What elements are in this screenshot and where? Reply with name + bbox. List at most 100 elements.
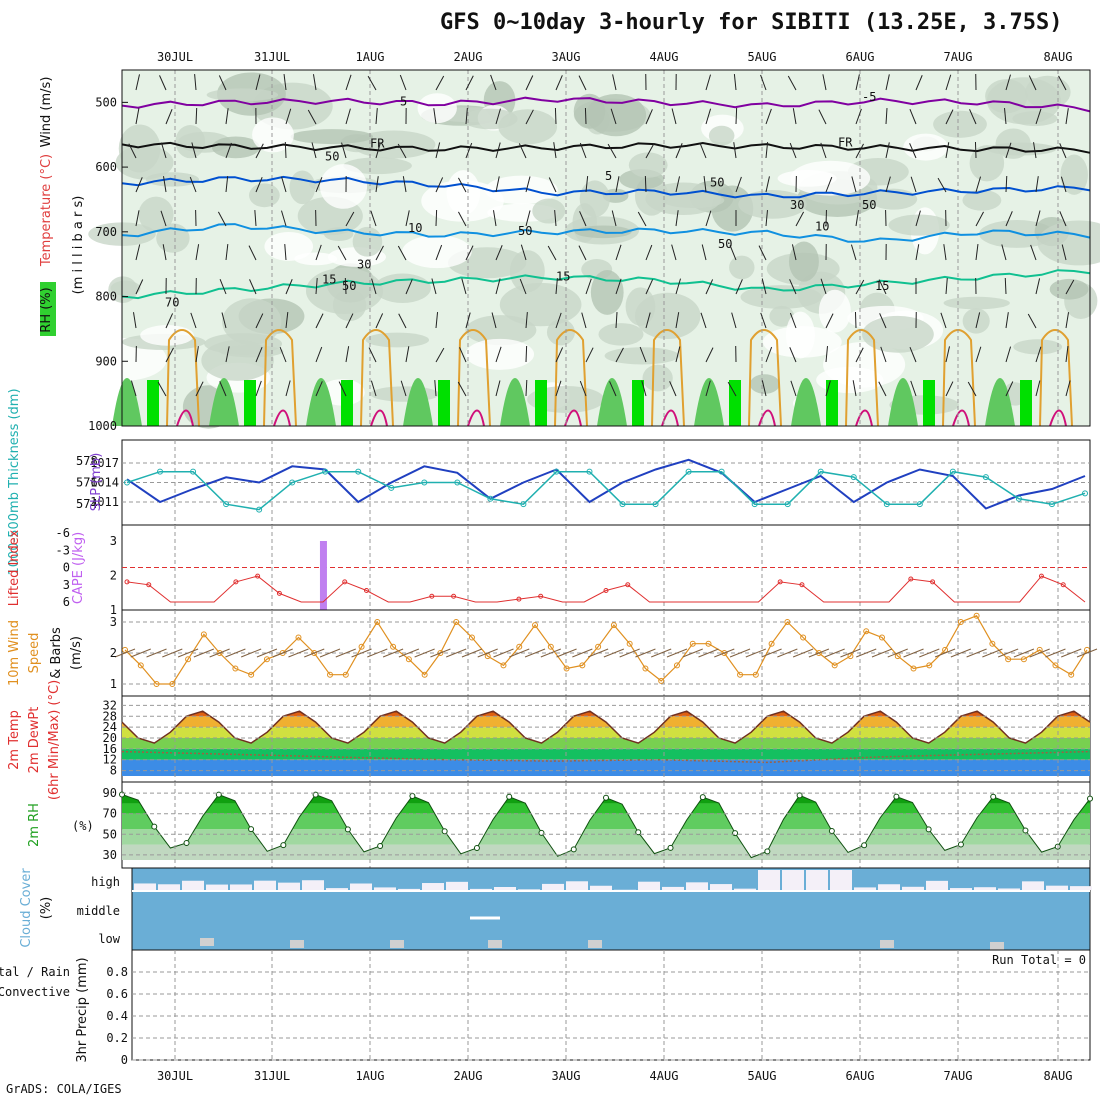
surface-wind-barb <box>335 648 356 658</box>
wind-barb <box>1065 312 1070 329</box>
temp-tick: 20 <box>103 731 117 745</box>
rh-core <box>923 380 935 426</box>
top-date-label: 31JUL <box>254 50 290 64</box>
rh-point <box>990 793 997 800</box>
thickness-point <box>586 468 593 475</box>
rh-blob <box>788 241 819 282</box>
rh-point <box>861 842 868 849</box>
rh-blob <box>402 235 472 269</box>
wind-barb <box>825 176 833 193</box>
thickness-point <box>355 468 362 475</box>
high-cloud-gap <box>926 880 948 890</box>
temperature-axis-label: Temperature (°C) <box>39 154 54 267</box>
high-cloud-gap <box>254 880 276 890</box>
wind-barb <box>135 177 143 193</box>
wind-barb <box>402 176 407 193</box>
thickness-point <box>1048 501 1055 508</box>
wind-barb <box>733 74 737 91</box>
wind-barb <box>760 312 767 329</box>
high-cloud-gap <box>374 887 396 890</box>
wind-barb <box>915 210 921 227</box>
isotherm-15 <box>121 269 1091 300</box>
wind-barb <box>1035 210 1041 227</box>
wind-barb <box>525 379 528 397</box>
high-cloud-gap <box>398 888 420 890</box>
high-cloud-gap <box>782 870 804 890</box>
wind-barb <box>371 278 377 295</box>
wind-barb <box>761 380 767 397</box>
surface-wind-barb <box>729 648 751 658</box>
thickness-point <box>190 468 197 475</box>
wind-barb <box>554 107 557 125</box>
high-cloud-gap <box>854 887 876 890</box>
isotherm-FR <box>121 141 1091 154</box>
thickness-point <box>421 479 428 486</box>
wind-barb <box>852 380 857 397</box>
wind-barb <box>975 211 984 227</box>
rh-tick: 70 <box>103 807 117 821</box>
wind-barb <box>338 381 347 397</box>
surface-wind-barb <box>682 648 703 658</box>
temp-tick: 32 <box>103 698 117 712</box>
wind-barb <box>191 142 197 159</box>
rh-blob <box>374 273 431 303</box>
wind-barb <box>493 210 497 227</box>
rh-core <box>826 380 838 426</box>
contour-label-rh: 50 <box>518 224 532 238</box>
wind-barb <box>584 107 587 125</box>
wind-speed-point <box>358 643 365 650</box>
high-cloud-gap <box>134 883 156 890</box>
wind-barb <box>280 210 287 227</box>
wind-barb <box>765 108 772 125</box>
bottom-date-label: 4AUG <box>650 1069 679 1083</box>
wind-barb <box>735 176 742 193</box>
wind-barb <box>435 142 441 159</box>
temp-tick: 12 <box>103 753 117 767</box>
wind-barb <box>1027 313 1037 329</box>
wind-speed-point <box>878 634 885 641</box>
wind-barb <box>1005 74 1011 91</box>
wind-barb <box>1059 143 1067 159</box>
wind-barb <box>675 346 681 363</box>
wind-barb <box>279 346 287 363</box>
temp-contour-20 <box>457 329 491 427</box>
wind-barb <box>727 381 737 397</box>
rh-blob <box>211 136 260 159</box>
wind-barb <box>1065 279 1075 295</box>
surface-wind-barb <box>319 648 341 658</box>
wind-barb <box>307 109 317 125</box>
wind-speed-point <box>673 662 680 669</box>
wind-barb <box>370 210 377 227</box>
wind-speed-point <box>768 640 775 647</box>
contour-label-rh: 50 <box>710 176 724 190</box>
wind-speed-point <box>626 640 633 647</box>
wind-barb <box>225 176 229 193</box>
wind-barb <box>760 74 767 91</box>
thickness-point <box>850 474 857 481</box>
wind-barb <box>825 313 834 329</box>
wind-barb <box>612 74 617 91</box>
thickness-point <box>916 501 923 508</box>
temp-contour-25 <box>176 409 194 427</box>
wind-barb <box>615 312 618 329</box>
surface-wind-barb <box>272 648 293 658</box>
surface-wind-barb <box>698 648 719 658</box>
wind-speed-point <box>295 634 302 641</box>
rh-blob <box>862 315 934 353</box>
wind-speed-point <box>752 671 759 678</box>
pressure-tick: 500 <box>95 95 117 109</box>
wind-speed-point <box>784 619 791 625</box>
wind-barb <box>825 380 831 397</box>
wind-barb <box>818 109 827 125</box>
wind-speed-point <box>263 656 270 663</box>
temp-contour-25 <box>855 409 873 427</box>
wind-barb <box>555 278 558 295</box>
top-date-label: 3AUG <box>552 50 581 64</box>
wind-barb <box>885 108 888 125</box>
wind-speed-point <box>342 671 349 678</box>
wind-barb <box>878 279 887 295</box>
wind-barb <box>611 210 617 227</box>
top-date-label: 7AUG <box>944 50 973 64</box>
rh-point <box>925 826 932 833</box>
wind-barb <box>789 347 797 363</box>
